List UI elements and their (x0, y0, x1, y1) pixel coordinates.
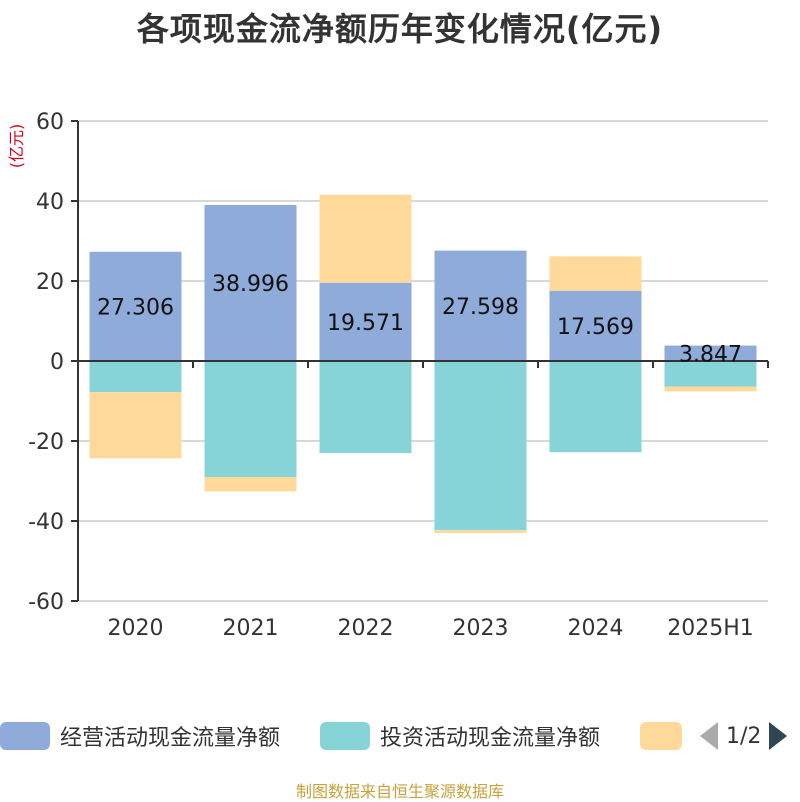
bar-series-1-2024[interactable] (549, 361, 642, 453)
y-tick-label: -40 (28, 510, 64, 535)
data-label: 3.847 (679, 342, 742, 367)
axes: 60 40 20 0 -20 -40 -60 2020 2021 2022 2023 2024 2025… (28, 110, 769, 641)
bar-chart: 60 40 20 0 -20 -40 -60 2020 2021 2022 2023 2024 2025… (7, 110, 769, 641)
grid-lines (78, 120, 768, 602)
legend-prev-page-icon[interactable] (700, 722, 718, 750)
data-label: 27.598 (442, 295, 519, 320)
y-tick-label: 60 (36, 110, 64, 135)
legend: 经营活动现金流量净额 投资活动现金流量净额 1/2 (0, 716, 800, 756)
bar-series-2-2023[interactable] (434, 530, 527, 533)
legend-label-investing: 投资活动现金流量净额 (380, 726, 601, 751)
legend-item-operating[interactable]: 经营活动现金流量净额 (0, 716, 280, 756)
bar-series-2-2020[interactable] (89, 392, 182, 459)
data-label: 17.569 (557, 315, 634, 340)
bar-series-2-2022[interactable] (319, 194, 412, 283)
data-label: 27.306 (97, 295, 174, 320)
legend-swatch-operating (0, 722, 50, 750)
bar-series-0-2025H1[interactable] (664, 345, 757, 361)
bar-series-2-2024[interactable] (549, 256, 642, 291)
legend-swatch-investing (320, 722, 370, 750)
bar-series-1-2023[interactable] (434, 361, 527, 531)
data-label: 19.571 (327, 311, 404, 336)
bar-series-1-2022[interactable] (319, 361, 412, 453)
x-tick-label: 2022 (338, 616, 394, 641)
bars (89, 194, 757, 533)
x-tick-label: 2024 (568, 616, 624, 641)
legend-page-indicator: 1/2 (726, 723, 762, 749)
legend-next-page-icon[interactable] (769, 722, 788, 750)
bar-series-1-2021[interactable] (204, 361, 297, 477)
legend-item-financing[interactable] (640, 716, 682, 756)
bar-series-0-2022[interactable] (319, 282, 412, 361)
legend-label-operating: 经营活动现金流量净额 (60, 726, 281, 751)
y-tick-label: 40 (36, 190, 64, 215)
bar-series-0-2023[interactable] (434, 250, 527, 361)
x-tick-label: 2021 (223, 616, 279, 641)
data-source-note: 制图数据来自恒生聚源数据库 (295, 782, 504, 801)
chart-title: 各项现金流净额历年变化情况(亿元) (136, 10, 664, 48)
bar-series-2-2021[interactable] (204, 477, 297, 492)
legend-swatch-financing (640, 722, 682, 750)
y-tick-label: -60 (28, 590, 64, 615)
y-tick-label: -20 (28, 430, 64, 455)
bar-series-1-2025H1[interactable] (664, 361, 757, 387)
x-tick-label: 2023 (453, 616, 509, 641)
y-tick-label: 20 (36, 270, 64, 295)
bar-series-0-2024[interactable] (549, 290, 642, 361)
x-tick-label: 2025H1 (667, 616, 754, 641)
bar-series-2-2025H1[interactable] (664, 386, 757, 392)
bar-series-1-2020[interactable] (89, 361, 182, 393)
data-labels: 27.306 38.996 19.571 27.598 17.569 3.847 (97, 272, 742, 367)
bar-series-0-2020[interactable] (89, 251, 182, 361)
legend-pager: 1/2 (700, 716, 788, 756)
y-axis-unit-label: (亿元) (7, 124, 26, 169)
data-label: 38.996 (212, 272, 289, 297)
bar-series-0-2021[interactable] (204, 205, 297, 361)
legend-item-investing[interactable]: 投资活动现金流量净额 (320, 716, 600, 756)
x-tick-label: 2020 (108, 616, 164, 641)
y-tick-label: 0 (50, 350, 64, 375)
